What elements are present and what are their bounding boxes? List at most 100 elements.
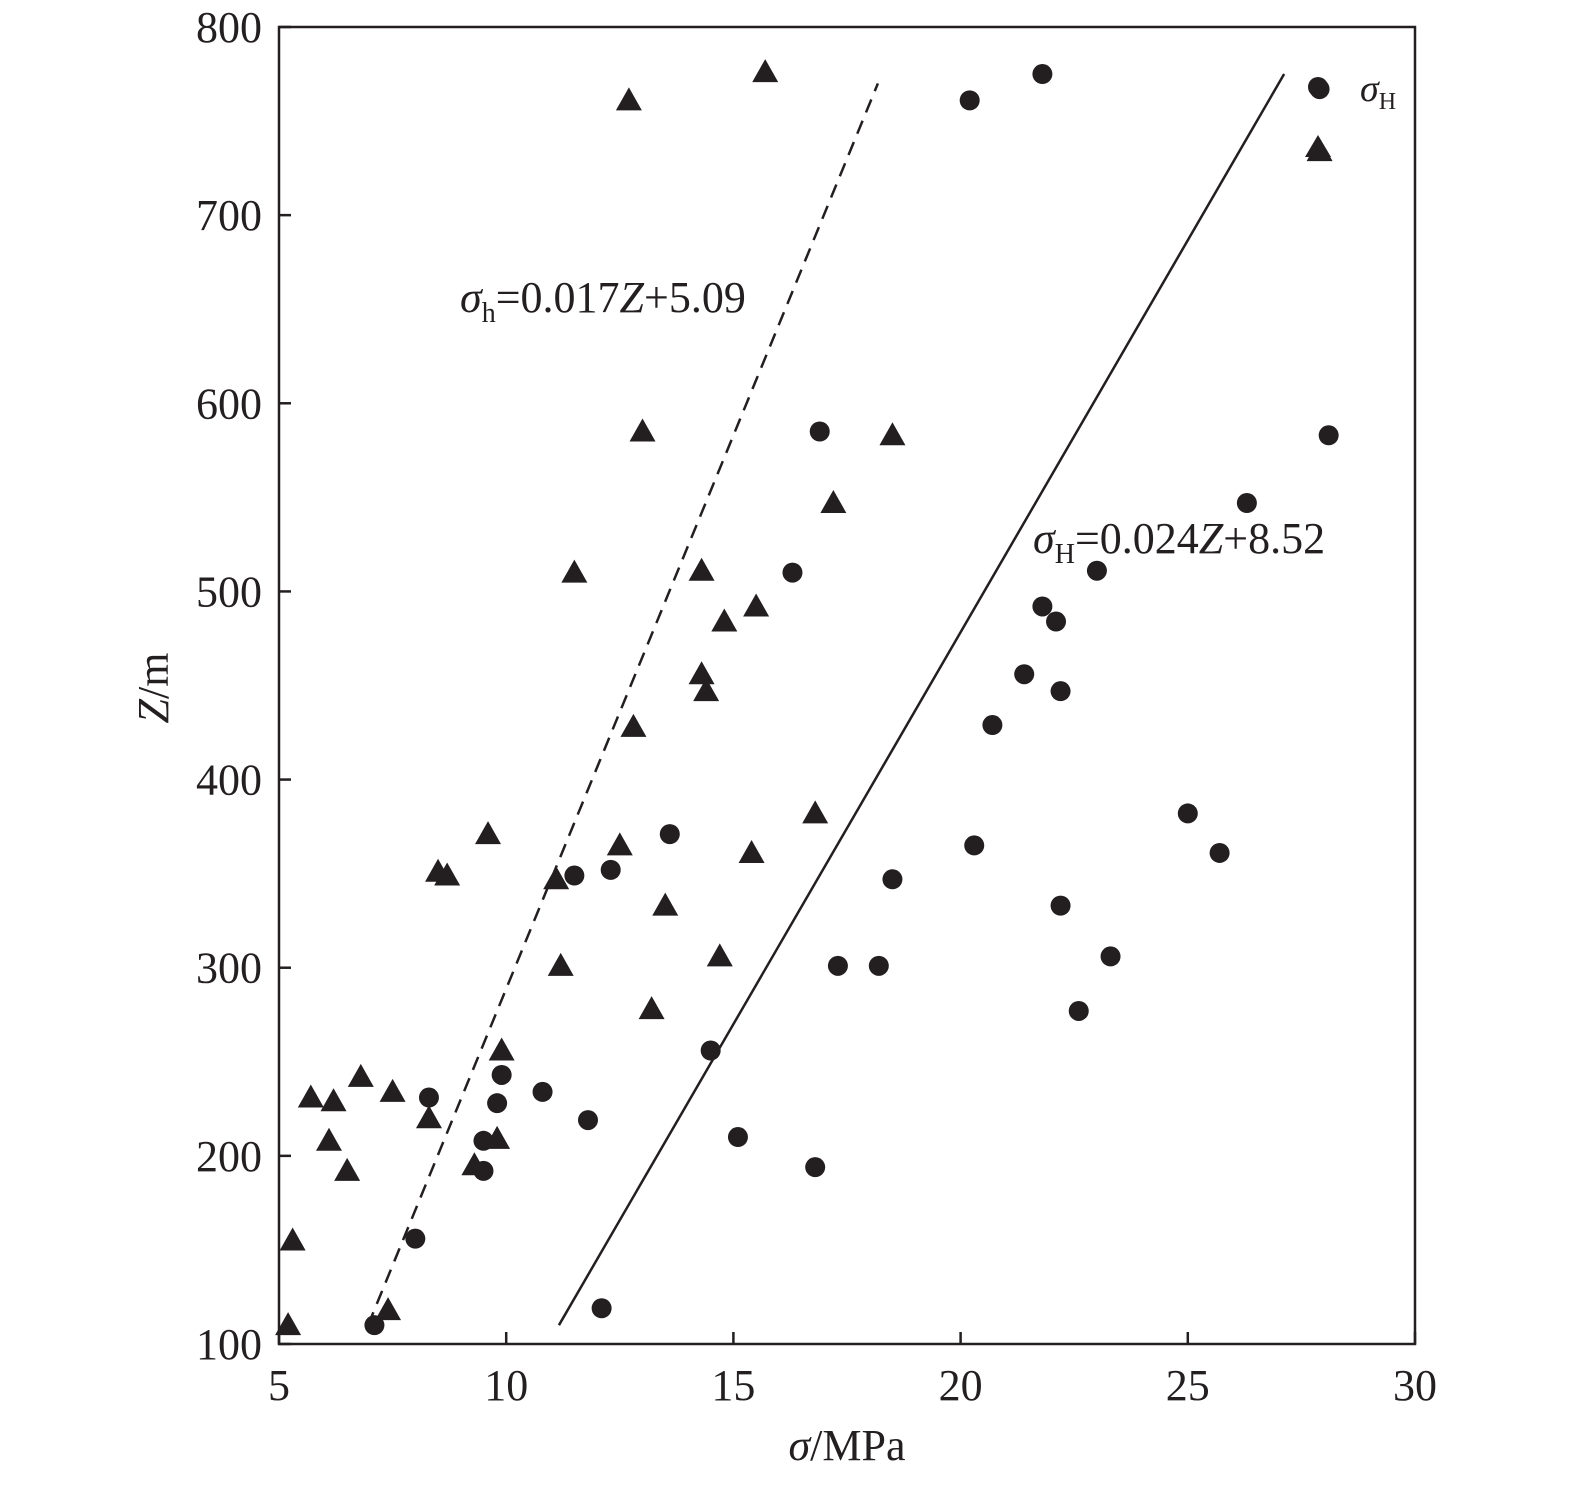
- sigma-H-point: [591, 1298, 612, 1319]
- sigma-H-point: [659, 824, 680, 845]
- triangle-point: [638, 996, 665, 1020]
- sigma-H-point: [487, 1093, 508, 1114]
- x-axis-label: σ/MPa: [788, 1421, 905, 1470]
- sigma-H-point: [577, 1110, 598, 1131]
- triangle-point: [620, 713, 647, 737]
- sigma-H-point: [532, 1081, 553, 1102]
- triangle-point: [488, 1037, 515, 1061]
- triangle-point: [434, 862, 461, 886]
- sigma-H-point: [882, 869, 903, 890]
- triangle-point: [752, 59, 779, 83]
- sigma-H-point: [1032, 64, 1053, 85]
- triangle-point: [547, 952, 574, 976]
- triangle-point: [802, 800, 829, 824]
- triangle-point: [711, 608, 738, 632]
- sigma-H-point: [827, 955, 848, 976]
- plot-frame: [277, 25, 1417, 1346]
- triangle-point: [688, 661, 715, 685]
- triangle-point: [561, 559, 588, 583]
- sigma-H-point: [964, 835, 985, 856]
- x-tick-label: 5: [268, 1361, 290, 1410]
- legend-triangle-marker: [1305, 135, 1331, 157]
- sigma-H-point: [600, 859, 621, 880]
- sigma-H-point: [1032, 596, 1053, 617]
- sigma-H-point: [700, 1040, 721, 1061]
- triangle-point: [738, 839, 765, 863]
- legend-label-sigma-H: σH: [1360, 68, 1396, 115]
- y-axis-label: Z/m: [129, 653, 178, 724]
- sigma-H-point: [982, 715, 1003, 736]
- triangle-point: [315, 1127, 342, 1151]
- legend-circle-marker: [1308, 77, 1328, 97]
- triangle-point: [706, 943, 733, 967]
- axis-ticks: 5 10 15 20 25 30 100 200 300 400 500 600 700 800: [196, 3, 1437, 1410]
- triangle-point: [693, 678, 720, 702]
- sigma-H-point: [1236, 493, 1257, 514]
- sigma-H-point: [364, 1315, 385, 1336]
- sigma-H-point: [418, 1087, 439, 1108]
- sigma-H-point: [1177, 803, 1198, 824]
- sigma-H-point: [1050, 895, 1071, 916]
- triangle-point: [606, 832, 633, 856]
- x-tick-label: 15: [711, 1361, 755, 1410]
- y-tick-label: 100: [196, 1320, 262, 1369]
- x-tick-label: 10: [484, 1361, 528, 1410]
- sigma-H-points: [364, 64, 1339, 1336]
- sigma-H-point: [1068, 1000, 1089, 1021]
- y-tick-label: 200: [196, 1132, 262, 1181]
- triangle-point: [475, 821, 502, 845]
- fit-line-solid: [557, 73, 1286, 1326]
- triangle-point: [334, 1157, 361, 1181]
- sigma-H-point: [868, 955, 889, 976]
- sigma-H-point: [809, 421, 830, 442]
- sigma-H-point: [564, 865, 585, 886]
- x-tick-label: 20: [939, 1361, 983, 1410]
- triangle-point: [461, 1152, 488, 1176]
- triangle-point: [484, 1125, 511, 1149]
- y-tick-label: 600: [196, 379, 262, 428]
- sigma-H-point: [1050, 681, 1071, 702]
- sigma-H-point: [782, 562, 803, 583]
- sigma-H-point: [1086, 560, 1107, 581]
- triangle-point: [688, 557, 715, 581]
- triangle-point: [415, 1105, 442, 1129]
- y-tick-label: 400: [196, 756, 262, 805]
- fit-lines: [366, 73, 1286, 1326]
- sigma-H-point: [727, 1127, 748, 1148]
- fit-equation-dashed: σh=0.017Z+5.09: [460, 273, 746, 329]
- legend: σH: [1305, 68, 1396, 157]
- triangle-point: [375, 1297, 402, 1321]
- triangle-point: [275, 1312, 302, 1336]
- y-tick-label: 300: [196, 944, 262, 993]
- triangle-point: [820, 490, 847, 514]
- triangle-point: [543, 866, 570, 890]
- y-tick-label: 500: [196, 567, 262, 616]
- sigma-H-point: [405, 1228, 426, 1249]
- fit-line-dashed: [366, 82, 880, 1326]
- triangle-point: [879, 422, 906, 446]
- sigma-H-point: [1318, 425, 1339, 446]
- x-tick-label: 30: [1393, 1361, 1437, 1410]
- fit-equation-solid: σH=0.024Z+8.52: [1033, 514, 1325, 570]
- triangle-point: [320, 1088, 347, 1112]
- x-tick-label: 25: [1166, 1361, 1210, 1410]
- sigma-H-point: [1100, 946, 1121, 967]
- sigma-H-point: [1014, 664, 1035, 685]
- sigma-H-point: [1209, 842, 1230, 863]
- triangle-point: [379, 1078, 406, 1102]
- triangle-point: [347, 1063, 374, 1087]
- sigma-H-point: [959, 90, 980, 111]
- triangle-point: [279, 1227, 306, 1251]
- triangle-points: [275, 59, 1333, 1336]
- triangle-point: [615, 87, 642, 111]
- y-tick-label: 800: [196, 3, 262, 52]
- triangle-point: [743, 593, 770, 617]
- triangle-point: [652, 892, 679, 916]
- sigma-H-point: [805, 1157, 826, 1178]
- triangle-point: [297, 1084, 324, 1108]
- y-tick-label: 700: [196, 191, 262, 240]
- sigma-H-point: [1046, 611, 1067, 632]
- sigma-H-point: [491, 1064, 512, 1085]
